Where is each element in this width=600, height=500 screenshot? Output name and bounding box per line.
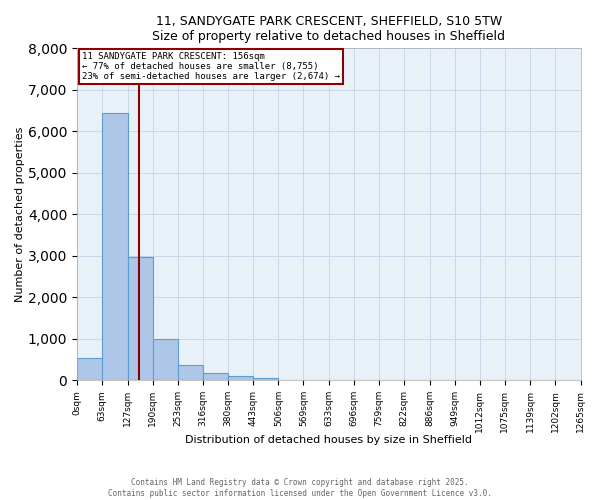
- Bar: [253, 378, 278, 380]
- Y-axis label: Number of detached properties: Number of detached properties: [15, 126, 25, 302]
- Bar: [203, 373, 228, 380]
- Bar: [228, 376, 253, 380]
- Bar: [152, 339, 178, 380]
- Text: Contains HM Land Registry data © Crown copyright and database right 2025.
Contai: Contains HM Land Registry data © Crown c…: [108, 478, 492, 498]
- Bar: [178, 366, 203, 380]
- X-axis label: Distribution of detached houses by size in Sheffield: Distribution of detached houses by size …: [185, 435, 472, 445]
- Bar: [128, 256, 152, 380]
- Bar: [77, 358, 102, 380]
- Text: 11 SANDYGATE PARK CRESCENT: 156sqm
← 77% of detached houses are smaller (8,755)
: 11 SANDYGATE PARK CRESCENT: 156sqm ← 77%…: [82, 52, 340, 82]
- Bar: [102, 112, 128, 380]
- Title: 11, SANDYGATE PARK CRESCENT, SHEFFIELD, S10 5TW
Size of property relative to det: 11, SANDYGATE PARK CRESCENT, SHEFFIELD, …: [152, 15, 505, 43]
